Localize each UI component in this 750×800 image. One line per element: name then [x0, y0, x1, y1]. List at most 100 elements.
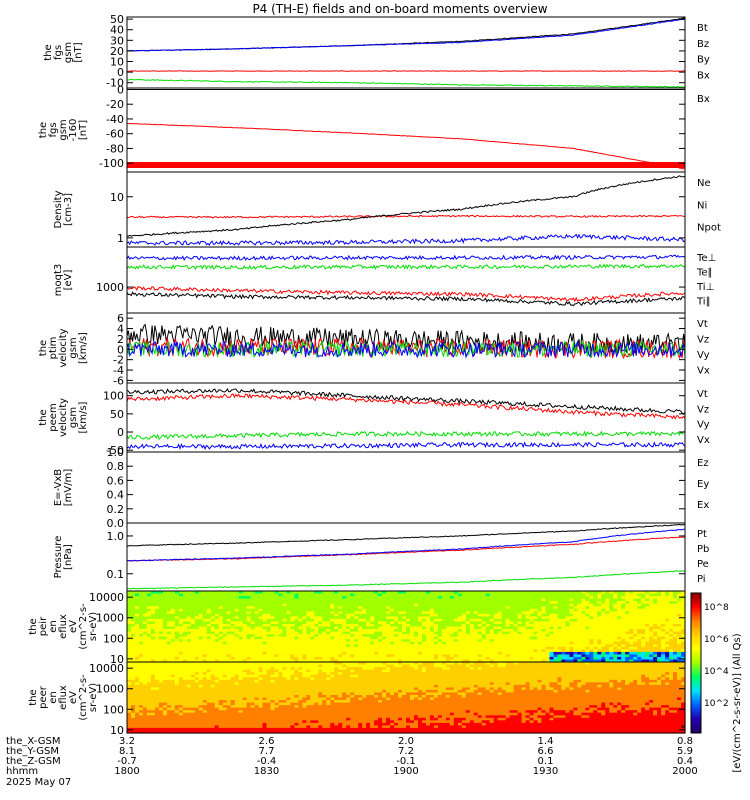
- spectrogram-cell: [158, 598, 164, 602]
- spectrogram-cell: [146, 687, 152, 691]
- spectrogram-cell: [234, 689, 240, 693]
- spectrogram-cell: [198, 613, 204, 617]
- spectrogram-cell: [174, 646, 180, 650]
- spectrogram-cell: [386, 656, 391, 660]
- spectrogram-cell: [441, 629, 447, 633]
- spectrogram-cell: [186, 644, 192, 648]
- spectrogram-cell: [230, 613, 236, 617]
- spectrogram-cell: [226, 705, 232, 709]
- spectrogram-cell: [162, 621, 168, 625]
- spectrogram-cell: [465, 621, 471, 625]
- spectrogram-cell: [230, 634, 236, 638]
- spectrogram-cell: [278, 629, 284, 633]
- spectrogram-cell: [637, 618, 642, 622]
- spectrogram-cell: [182, 727, 188, 731]
- spectrogram-cell: [206, 722, 212, 726]
- spectrogram-cell: [557, 646, 563, 650]
- spectrogram-cell: [162, 644, 168, 648]
- spectrogram-cell: [242, 641, 248, 645]
- spectrogram-cell: [553, 644, 559, 648]
- spectrogram-cell: [653, 626, 658, 630]
- spectrogram-cell: [318, 626, 323, 630]
- spectrogram-cell: [250, 629, 256, 633]
- y-tick-label: -20: [106, 98, 124, 111]
- spectrogram-cell: [150, 659, 156, 663]
- spectrogram-cell: [139, 700, 144, 704]
- spectrogram-cell: [477, 656, 483, 660]
- spectrogram-cell: [485, 626, 491, 630]
- spectrogram-cell: [127, 631, 132, 635]
- spectrogram-cell: [613, 631, 618, 635]
- spectrogram-cell: [338, 611, 343, 615]
- spectrogram-cell: [278, 646, 284, 650]
- spectrogram-cell: [202, 624, 208, 628]
- spectrogram-cell: [330, 631, 335, 635]
- spectrogram-cell: [222, 667, 228, 671]
- spectrogram-cell: [645, 598, 650, 602]
- spectrogram-cell: [529, 631, 535, 635]
- spectrogram-cell: [146, 636, 152, 640]
- spectrogram-cell: [246, 677, 252, 681]
- spectrogram-cell: [485, 598, 491, 602]
- spectrogram-cell: [449, 651, 455, 655]
- spectrogram-cell: [150, 639, 156, 643]
- spectrogram-cell: [286, 591, 291, 595]
- spectrogram-cell: [637, 639, 642, 643]
- spectrogram-cell: [330, 624, 335, 628]
- spectrogram-cell: [577, 616, 582, 620]
- spectrogram-cell: [505, 593, 511, 597]
- spectrogram-cell: [326, 593, 331, 597]
- spectrogram-cell: [282, 651, 287, 655]
- spectrogram-cell: [581, 644, 586, 648]
- spectrogram-cell: [661, 641, 666, 645]
- spectrogram-cell: [170, 649, 176, 653]
- spectrogram-cell: [270, 656, 276, 660]
- spectrogram-cell: [573, 659, 578, 663]
- spectrogram-cell: [505, 616, 511, 620]
- spectrogram-cell: [314, 611, 319, 615]
- spectrogram-cell: [162, 707, 168, 711]
- spectrogram-cell: [202, 692, 208, 696]
- spectrogram-cell: [525, 601, 531, 605]
- spectrogram-cell: [178, 618, 184, 622]
- spectrogram-cell: [170, 624, 176, 628]
- spectrogram-cell: [681, 601, 686, 605]
- spectrogram-cell: [457, 629, 463, 633]
- spectrogram-cell: [553, 608, 559, 612]
- spectrogram-cell: [326, 656, 331, 660]
- spectrogram-cell: [198, 689, 204, 693]
- spectrogram-cell: [206, 712, 212, 716]
- spectrogram-cell: [378, 654, 383, 658]
- spectrogram-cell: [477, 641, 483, 645]
- spectrogram-cell: [374, 644, 379, 648]
- spectrogram-cell: [481, 608, 487, 612]
- spectrogram-cell: [425, 646, 431, 650]
- spectrogram-cell: [150, 689, 156, 693]
- spectrogram-cell: [553, 654, 559, 658]
- spectrogram-cell: [206, 669, 212, 673]
- spectrogram-cell: [230, 641, 236, 645]
- spectrogram-cell: [445, 636, 451, 640]
- spectrogram-cell: [477, 651, 483, 655]
- spectrogram-cell: [533, 626, 539, 630]
- spectrogram-cell: [150, 654, 156, 658]
- spectrogram-cell: [139, 715, 144, 719]
- spectrogram-cell: [214, 659, 220, 663]
- spectrogram-cell: [131, 593, 136, 597]
- spectrogram-cell: [342, 593, 347, 597]
- spectrogram-cell: [633, 649, 638, 653]
- spectrogram-cell: [266, 611, 272, 615]
- spectrogram-cell: [449, 646, 455, 650]
- spectrogram-cell: [633, 646, 638, 650]
- spectrogram-cell: [202, 684, 208, 688]
- spectrogram-cell: [541, 606, 547, 610]
- spectrogram-cell: [390, 626, 395, 630]
- spectrogram-cell: [178, 674, 184, 678]
- spectrogram-cell: [158, 606, 164, 610]
- spectrogram-cell: [421, 634, 427, 638]
- spectrogram-cell: [174, 730, 180, 734]
- spectrogram-cell: [174, 629, 180, 633]
- spectrogram-cell: [326, 629, 331, 633]
